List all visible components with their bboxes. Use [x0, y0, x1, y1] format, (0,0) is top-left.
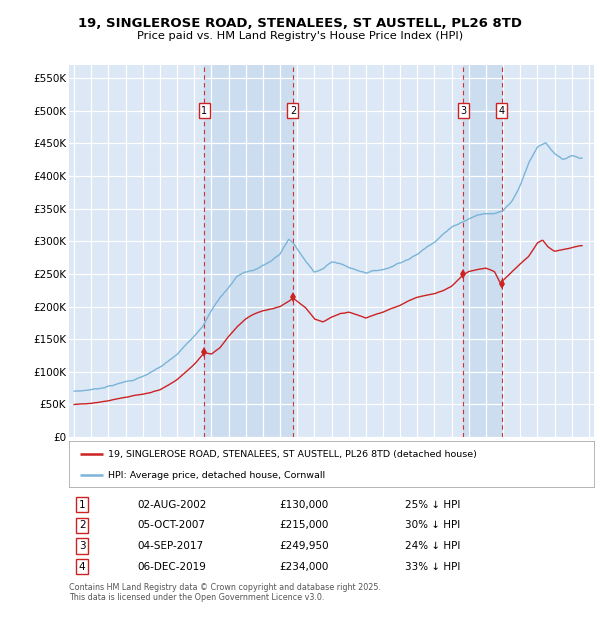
Bar	[463, 65, 502, 437]
Text: £234,000: £234,000	[279, 562, 328, 572]
Text: 4: 4	[499, 106, 505, 116]
Text: 19, SINGLEROSE ROAD, STENALEES, ST AUSTELL, PL26 8TD (detached house): 19, SINGLEROSE ROAD, STENALEES, ST AUSTE…	[109, 450, 477, 459]
Text: £215,000: £215,000	[279, 520, 328, 530]
Text: £249,950: £249,950	[279, 541, 329, 551]
Text: Contains HM Land Registry data © Crown copyright and database right 2025.
This d: Contains HM Land Registry data © Crown c…	[69, 583, 381, 602]
Text: 06-DEC-2019: 06-DEC-2019	[137, 562, 206, 572]
Text: 04-SEP-2017: 04-SEP-2017	[137, 541, 203, 551]
Text: 1: 1	[201, 106, 208, 116]
Text: 3: 3	[79, 541, 85, 551]
Text: 30% ↓ HPI: 30% ↓ HPI	[405, 520, 460, 530]
Text: 05-OCT-2007: 05-OCT-2007	[137, 520, 205, 530]
Bar	[204, 65, 293, 437]
Text: 24% ↓ HPI: 24% ↓ HPI	[405, 541, 460, 551]
Text: 33% ↓ HPI: 33% ↓ HPI	[405, 562, 460, 572]
Text: 3: 3	[460, 106, 466, 116]
Text: HPI: Average price, detached house, Cornwall: HPI: Average price, detached house, Corn…	[109, 471, 325, 480]
Text: 2: 2	[79, 520, 85, 530]
Text: £130,000: £130,000	[279, 500, 328, 510]
Text: 19, SINGLEROSE ROAD, STENALEES, ST AUSTELL, PL26 8TD: 19, SINGLEROSE ROAD, STENALEES, ST AUSTE…	[78, 17, 522, 30]
Text: Price paid vs. HM Land Registry's House Price Index (HPI): Price paid vs. HM Land Registry's House …	[137, 31, 463, 41]
Text: 02-AUG-2002: 02-AUG-2002	[137, 500, 206, 510]
Text: 2: 2	[290, 106, 296, 116]
Text: 1: 1	[79, 500, 85, 510]
Text: 4: 4	[79, 562, 85, 572]
Text: 25% ↓ HPI: 25% ↓ HPI	[405, 500, 460, 510]
